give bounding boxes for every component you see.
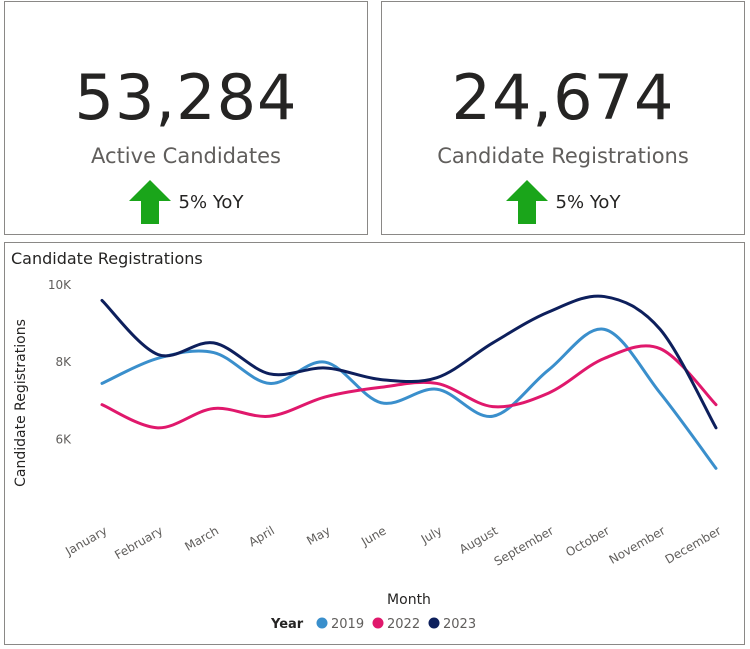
legend-marker-2022[interactable]	[372, 617, 384, 629]
kpi-label: Active Candidates	[91, 144, 281, 168]
series-lines	[100, 294, 718, 470]
kpi-trend: 5% YoY	[5, 180, 367, 224]
y-axis: 6K 8K 10K	[48, 278, 72, 446]
x-tick-label: April	[246, 523, 277, 549]
x-axis-title: Month	[387, 592, 431, 608]
x-tick-label: January	[62, 523, 109, 558]
x-tick-label: June	[358, 523, 389, 549]
x-tick-label: May	[304, 523, 332, 548]
kpi-card-active-candidates[interactable]: 53,284 Active Candidates 5% YoY	[4, 1, 368, 235]
x-tick-label: November	[607, 523, 668, 566]
y-tick-label: 8K	[55, 355, 72, 369]
x-tick-label: July	[418, 523, 445, 546]
legend-item-2022[interactable]: 2022	[387, 617, 420, 632]
line-chart[interactable]: Candidate Registrations 6K 8K 10K January F…	[5, 243, 744, 644]
x-tick-label: October	[563, 523, 612, 559]
x-tick-label: August	[457, 523, 501, 556]
y-tick-label: 6K	[55, 432, 72, 446]
kpi-trend: 5% YoY	[382, 180, 744, 224]
line-chart-card[interactable]: Candidate Registrations 6K 8K 10K January F…	[4, 242, 745, 645]
y-axis-title: Candidate Registrations	[13, 319, 29, 487]
kpi-value: 24,674	[451, 61, 675, 134]
legend-title: Year	[270, 617, 304, 632]
kpi-value: 53,284	[74, 61, 298, 134]
legend-item-2019[interactable]: 2019	[331, 617, 364, 632]
legend-marker-2019[interactable]	[316, 617, 328, 629]
up-arrow-icon	[128, 180, 171, 224]
series-line-2023	[100, 294, 718, 430]
series-line-2022	[100, 344, 718, 430]
x-tick-label: December	[663, 523, 724, 566]
legend-marker-2023[interactable]	[428, 617, 440, 629]
chart-title: Candidate Registrations	[11, 249, 203, 268]
up-arrow-icon	[505, 180, 548, 224]
kpi-label: Candidate Registrations	[437, 144, 689, 168]
x-axis: January February March April May June July Augu…	[62, 523, 723, 568]
legend-item-2023[interactable]: 2023	[443, 617, 476, 632]
y-tick-label: 10K	[48, 278, 72, 292]
x-tick-label: September	[492, 523, 556, 568]
kpi-card-candidate-registrations[interactable]: 24,674 Candidate Registrations 5% YoY	[381, 1, 745, 235]
x-tick-label: March	[182, 523, 221, 553]
series-line-2019	[100, 327, 718, 470]
kpi-trend-text: 5% YoY	[178, 191, 244, 213]
x-tick-label: February	[112, 523, 165, 562]
kpi-trend-text: 5% YoY	[555, 191, 621, 213]
legend[interactable]: Year 2019 2022 2023	[270, 617, 476, 632]
